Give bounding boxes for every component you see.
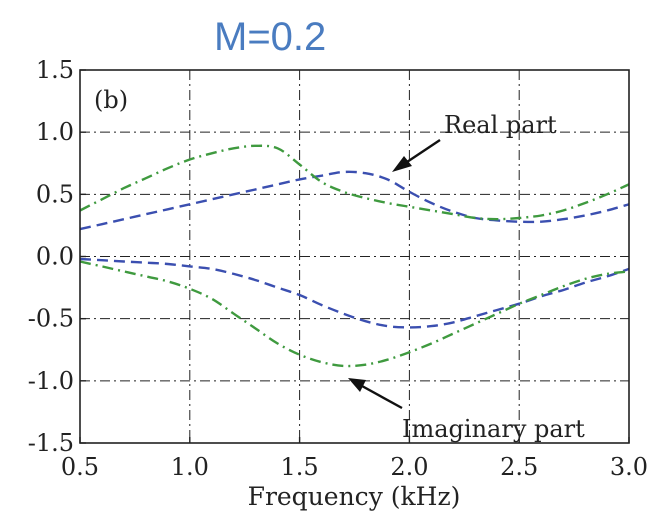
x-tick-label: 2.0	[390, 453, 428, 481]
y-tick-label: -1.5	[28, 429, 74, 457]
annotation-imaginary-part: Imaginary part	[402, 415, 585, 443]
chart-title: M=0.2	[214, 15, 326, 59]
x-tick-label: 0.5	[61, 453, 99, 481]
x-tick-label: 1.0	[171, 453, 209, 481]
y-tick-label: 1.0	[36, 118, 74, 146]
x-tick-label: 1.5	[281, 453, 319, 481]
panel-label: (b)	[94, 86, 128, 114]
y-tick-label: 0.0	[36, 243, 74, 271]
real-part-dash-dot-line	[80, 146, 629, 219]
arrow-imaginary-part	[348, 378, 402, 408]
y-tick-label: -0.5	[28, 305, 74, 333]
x-tick-label: 2.5	[500, 453, 538, 481]
annotation-real-part: Real part	[444, 111, 557, 139]
arrow-real-part	[392, 140, 440, 172]
plot-series	[80, 146, 629, 366]
x-axis-label: Frequency (kHz)	[248, 482, 461, 511]
imaginary-part-dashed-line	[80, 259, 629, 327]
x-tick-label: 3.0	[610, 453, 648, 481]
real-part-dashed-line	[80, 172, 629, 229]
y-tick-label: -1.0	[28, 367, 74, 395]
imaginary-part-dash-dot-line	[80, 262, 629, 367]
y-tick-label: 0.5	[36, 180, 74, 208]
y-tick-label: 1.5	[36, 56, 74, 84]
